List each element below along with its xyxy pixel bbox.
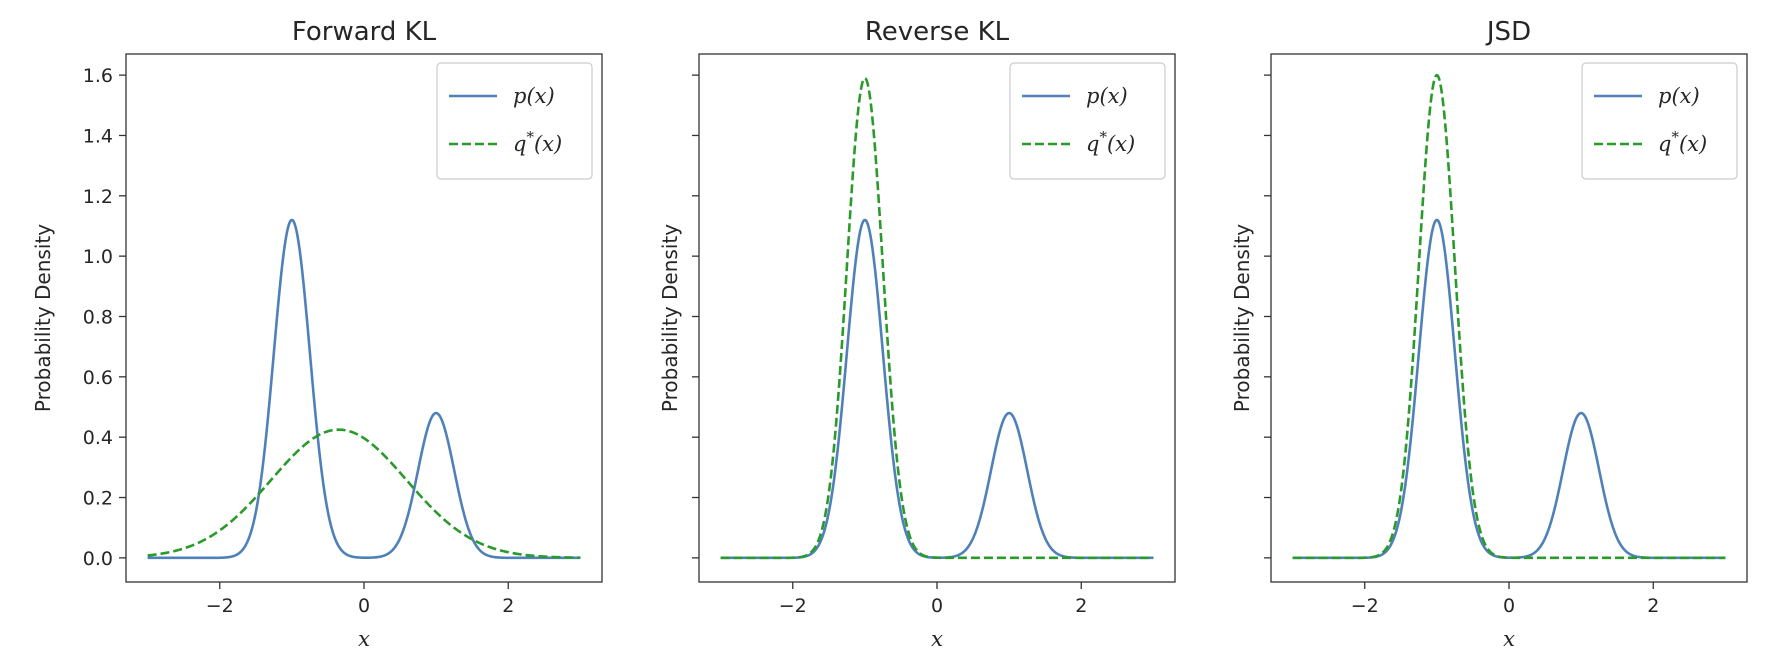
y-tick-label: 1.4: [83, 125, 113, 147]
series-line-p-x: [720, 218, 1154, 560]
y-tick-label: 0.4: [83, 427, 113, 449]
y-tick-label: 1.6: [83, 65, 113, 87]
legend-label-p-x: p(x): [1086, 84, 1128, 108]
x-tick-label: 0: [931, 595, 943, 617]
y-tick-label: 1.0: [83, 246, 113, 268]
x-tick-label: −2: [779, 595, 807, 617]
legend-label-q-x: q*(x): [1086, 128, 1135, 156]
y-tick-label: 1.2: [83, 186, 113, 208]
x-axis-label: x: [931, 627, 943, 651]
panel-3: JSD −2 0 2 x Probability Density p(x) q*(x): [1230, 17, 1748, 651]
x-tick-label: 0: [358, 595, 370, 617]
legend-label-q-x: q*(x): [1658, 128, 1707, 156]
legend-box: [436, 62, 593, 180]
y-tick-label: 0.0: [83, 548, 113, 570]
series-line-q-x: [147, 428, 581, 559]
panel-1: Forward KL −2 0 2 0.0 0.2 0.4 0.6 0.8 1.0 1.2 1.4 1.…: [31, 17, 603, 651]
series-line-q-x: [1292, 73, 1726, 560]
series-line-q-x: [720, 76, 1154, 560]
x-tick-label: 2: [1075, 595, 1087, 617]
series-line-p-x: [147, 218, 581, 560]
x-axis-label: x: [1503, 627, 1515, 651]
x-tick-label: 2: [502, 595, 514, 617]
x-axis-label: x: [358, 627, 370, 651]
series-line-p-x: [1292, 218, 1726, 560]
y-axis-label: Probability Density: [1230, 224, 1254, 412]
y-tick-label: 0.2: [83, 488, 113, 510]
panel-title: JSD: [1485, 17, 1531, 47]
legend-label-p-x: p(x): [1658, 84, 1700, 108]
panel-title: Forward KL: [292, 17, 437, 47]
panel-2: Reverse KL −2 0 2 x Probability Density p(x) q*…: [658, 17, 1176, 651]
y-tick-label: 0.6: [83, 367, 113, 389]
y-tick-label: 0.8: [83, 306, 113, 328]
legend-box: [1581, 62, 1738, 180]
legend-label-q-x: q*(x): [513, 128, 562, 156]
x-tick-label: 2: [1647, 595, 1659, 617]
y-axis-label: Probability Density: [658, 224, 682, 412]
legend: p(x) q*(x): [1009, 62, 1166, 180]
y-axis-label: Probability Density: [31, 224, 55, 412]
panel-title: Reverse KL: [865, 17, 1010, 47]
legend-box: [1009, 62, 1166, 180]
legend: p(x) q*(x): [436, 62, 593, 180]
x-tick-label: 0: [1503, 595, 1515, 617]
x-tick-label: −2: [206, 595, 234, 617]
x-tick-label: −2: [1351, 595, 1379, 617]
legend: p(x) q*(x): [1581, 62, 1738, 180]
legend-label-p-x: p(x): [513, 84, 555, 108]
